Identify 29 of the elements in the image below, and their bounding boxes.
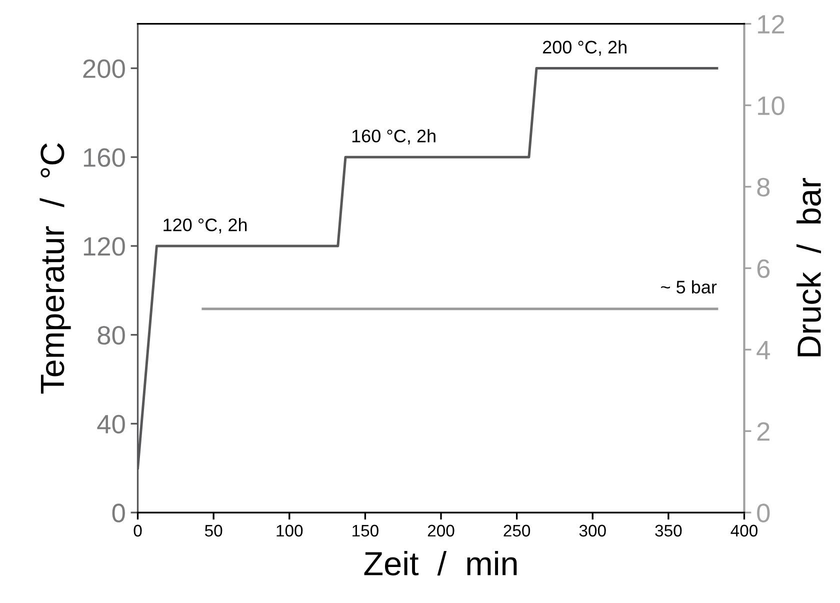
x-tick-label: 150	[352, 524, 378, 537]
annotation: 200 °C, 2h	[542, 40, 626, 56]
y-tick-label: 40	[97, 414, 125, 434]
x-tick-label: 100	[276, 524, 303, 537]
y2-tick-label: 10	[758, 96, 784, 116]
y2-tick-label: 8	[757, 178, 770, 197]
y-tick-label: 160	[84, 148, 125, 167]
x-tick-label: 50	[204, 524, 222, 537]
annotation: 120 °C, 2h	[164, 218, 247, 234]
y-axis-title: Temperatur / °C	[40, 143, 71, 394]
y2-axis-title: Druck / bar	[796, 178, 821, 356]
y-tick-label: 0	[112, 504, 125, 522]
y-tick-label: 120	[84, 237, 125, 256]
x-tick-label: 400	[730, 524, 758, 537]
annotation: 160 °C, 2h	[352, 129, 436, 145]
x-tick-label: 200	[428, 524, 454, 537]
y2-tick-label: 6	[757, 259, 770, 278]
x-tick-label: 250	[504, 524, 530, 537]
y2-tick-label: 0	[757, 504, 770, 522]
annotation: ~ 5 bar	[661, 280, 717, 294]
x-tick-label: 0	[134, 524, 142, 537]
x-axis-title: Zeit / min	[364, 551, 517, 576]
y-tick-label: 80	[98, 326, 125, 345]
y2-tick-label: 2	[757, 422, 770, 441]
y-tick-label: 200	[83, 59, 125, 78]
x-tick-label: 300	[579, 524, 606, 537]
y2-tick-label: 4	[756, 341, 770, 360]
x-tick-label: 350	[655, 524, 682, 537]
y2-tick-label: 12	[758, 14, 784, 34]
